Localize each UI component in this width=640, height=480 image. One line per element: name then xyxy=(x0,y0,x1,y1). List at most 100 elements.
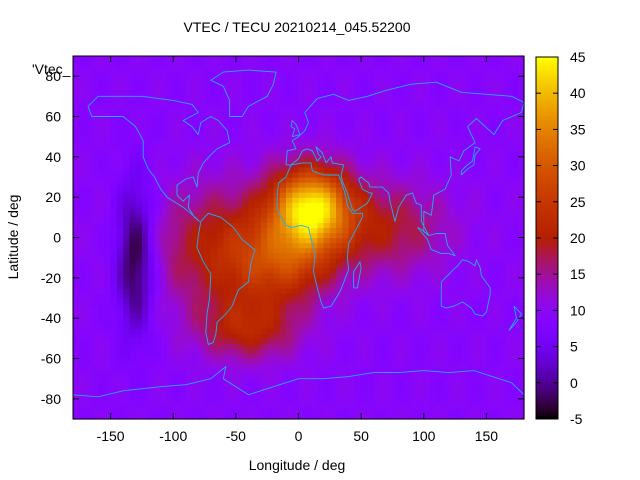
heat-cell xyxy=(104,111,112,118)
heat-cell xyxy=(480,141,488,148)
heat-cell xyxy=(204,388,212,395)
heat-cell xyxy=(486,303,494,309)
heat-cell xyxy=(361,388,368,395)
heat-cell xyxy=(298,313,306,319)
heat-cell xyxy=(505,277,513,284)
heat-cell xyxy=(135,121,143,128)
heat-cell xyxy=(179,242,187,249)
heat-cell xyxy=(361,373,368,380)
heat-cell xyxy=(342,378,350,385)
heat-cell xyxy=(217,403,224,410)
heat-cell xyxy=(404,71,412,77)
heat-cell xyxy=(386,338,394,344)
heat-cell xyxy=(473,363,481,370)
heat-cell xyxy=(217,323,224,329)
heat-cell xyxy=(505,96,513,102)
heat-cell xyxy=(373,313,381,319)
heat-cell xyxy=(480,292,488,299)
heat-cell xyxy=(373,378,381,385)
heat-cell xyxy=(73,121,80,128)
heat-cell xyxy=(367,272,375,279)
heat-cell xyxy=(141,252,149,259)
heat-cell xyxy=(492,403,500,410)
heat-cell xyxy=(329,298,337,304)
heat-cell xyxy=(148,126,156,133)
heat-cell xyxy=(311,126,318,133)
heat-cell xyxy=(473,101,481,108)
heat-cell xyxy=(123,207,130,213)
heat-cell xyxy=(123,182,130,188)
heat-cell xyxy=(511,242,519,249)
heat-cell xyxy=(430,388,437,395)
heat-cell xyxy=(160,86,168,92)
heat-cell xyxy=(192,257,199,264)
heat-cell xyxy=(135,66,143,72)
heat-cell xyxy=(329,413,337,420)
heat-cell xyxy=(373,232,381,239)
heat-cell xyxy=(123,398,130,405)
heat-cell xyxy=(386,353,394,360)
heat-cell xyxy=(354,292,362,299)
heat-cell xyxy=(342,131,350,138)
heat-cell xyxy=(417,187,425,193)
heat-cell xyxy=(160,338,168,344)
heat-cell xyxy=(104,403,112,410)
heat-cell xyxy=(242,207,249,213)
heat-cell xyxy=(354,156,362,163)
heat-cell xyxy=(511,197,519,203)
heat-cell xyxy=(116,348,124,355)
heat-cell xyxy=(192,192,199,198)
heat-cell xyxy=(430,212,437,218)
heat-cell xyxy=(217,282,224,289)
heat-cell xyxy=(404,378,412,385)
heat-cell xyxy=(110,318,118,324)
heat-cell xyxy=(242,267,249,274)
heat-cell xyxy=(229,192,237,198)
heat-cell xyxy=(361,121,368,128)
heat-cell xyxy=(329,227,337,234)
heat-cell xyxy=(492,252,500,259)
heat-cell xyxy=(505,303,513,309)
heat-cell xyxy=(123,202,130,208)
heat-cell xyxy=(267,318,275,324)
heat-cell xyxy=(411,187,419,193)
heat-cell xyxy=(473,166,481,173)
heat-cell xyxy=(279,146,287,153)
heat-cell xyxy=(85,161,93,168)
heat-cell xyxy=(210,202,218,208)
heat-cell xyxy=(311,171,318,178)
heat-cell xyxy=(141,338,149,344)
heat-cell xyxy=(386,81,394,87)
heat-cell xyxy=(273,222,281,229)
heat-cell xyxy=(367,237,375,244)
heat-cell xyxy=(85,383,93,390)
heat-cell xyxy=(210,328,218,334)
heat-cell xyxy=(392,333,400,339)
heat-cell xyxy=(267,373,275,380)
heat-cell xyxy=(179,282,187,289)
heat-cell xyxy=(480,252,488,259)
heat-cell xyxy=(135,207,143,213)
heat-cell xyxy=(411,76,419,82)
heat-cell xyxy=(392,227,400,234)
heat-cell xyxy=(273,151,281,158)
heat-cell xyxy=(480,308,488,314)
heat-cell xyxy=(336,292,343,299)
heat-cell xyxy=(154,413,162,420)
heat-cell xyxy=(442,177,450,183)
heat-cell xyxy=(354,161,362,168)
heat-cell xyxy=(486,116,494,123)
heat-cell xyxy=(517,237,525,244)
heat-cell xyxy=(104,76,112,82)
heat-cell xyxy=(398,131,406,138)
heat-cell xyxy=(367,338,375,344)
heat-cell xyxy=(398,212,406,218)
heat-cell xyxy=(492,287,500,294)
heat-cell xyxy=(317,101,325,108)
heat-cell xyxy=(361,353,368,360)
heat-cell xyxy=(505,272,513,279)
heat-cell xyxy=(123,131,130,138)
heat-cell xyxy=(73,333,80,339)
heat-cell xyxy=(386,287,394,294)
heat-cell xyxy=(254,318,262,324)
